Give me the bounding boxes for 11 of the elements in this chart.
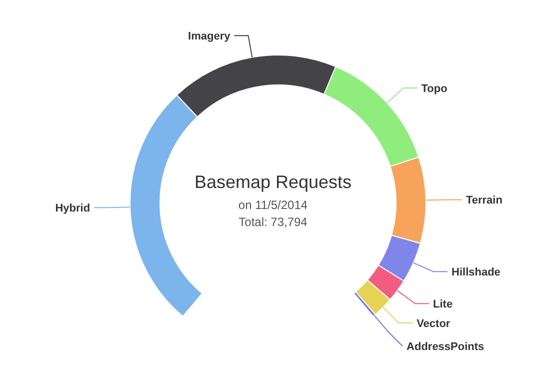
slice-label: Hillshade	[452, 266, 500, 279]
text: on 11/5/2014	[238, 198, 308, 212]
slice-label: Terrain	[466, 194, 503, 207]
slice-label: Vector	[416, 318, 451, 330]
slice-label: Imagery	[188, 30, 232, 43]
slice-label: Hybrid	[55, 202, 90, 215]
slice-label: Lite	[433, 298, 453, 311]
slice-label: Topo	[421, 83, 448, 96]
text: Total: 73,794	[238, 215, 308, 229]
text: Basemap Requests	[194, 172, 352, 192]
slice-label: AddressPoints	[406, 341, 484, 354]
